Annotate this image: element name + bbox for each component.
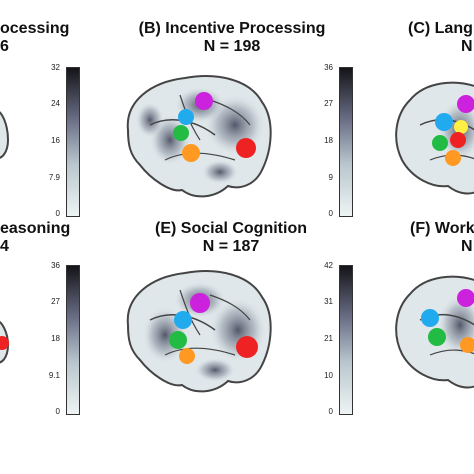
colorbar-b-tick: 18 xyxy=(324,136,333,145)
colorbar-a-tick: 7.9 xyxy=(48,173,60,182)
colorbar-a-tick: 16 xyxy=(51,136,60,145)
panel-b-subtitle: N = 198 xyxy=(203,38,261,55)
panel-e-title: (E) Social Cognition xyxy=(155,220,307,237)
panel-c-title: (C) Lang xyxy=(408,20,473,37)
colorbar-panel-a xyxy=(66,67,80,217)
colorbar-d-tick: 0 xyxy=(55,407,60,416)
colorbar-panel-e xyxy=(339,265,353,415)
colorbar-panel-d xyxy=(66,265,80,415)
brain-panel-e xyxy=(126,270,272,393)
panel-a-title: ocessing xyxy=(0,20,70,37)
colorbar-d-tick: 27 xyxy=(51,297,60,306)
brain-panel-b xyxy=(126,75,272,198)
brain-panel-c xyxy=(395,81,474,195)
colorbar-d-tick: 9.1 xyxy=(48,371,60,380)
colorbar-b-tick: 0 xyxy=(328,209,333,218)
colorbar-e-tick: 10 xyxy=(324,371,333,380)
panel-f-subtitle: N xyxy=(461,238,473,255)
brain-panel-d xyxy=(0,321,10,364)
colorbar-a-tick: 24 xyxy=(51,99,60,108)
colorbar-b-tick: 9 xyxy=(328,173,333,182)
panel-b-title: (B) Incentive Processing xyxy=(138,20,326,37)
brain-panel-a xyxy=(0,111,10,159)
colorbar-d-tick: 36 xyxy=(51,261,60,270)
brain-panel-f xyxy=(395,275,474,389)
colorbar-a-tick: 0 xyxy=(55,209,60,218)
panel-d-subtitle: 4 xyxy=(0,238,9,255)
colorbar-e-tick: 0 xyxy=(328,407,333,416)
colorbar-b-tick: 27 xyxy=(324,99,333,108)
colorbar-e-tick: 31 xyxy=(324,297,333,306)
panel-c-subtitle: N xyxy=(461,38,473,55)
panel-d-title: easoning xyxy=(0,220,71,237)
panel-e-subtitle: N = 187 xyxy=(202,238,260,255)
panel-f-title: (F) Work xyxy=(410,220,474,237)
colorbar-panel-b xyxy=(339,67,353,217)
colorbar-e-tick: 42 xyxy=(324,261,333,270)
colorbar-a-tick: 32 xyxy=(51,63,60,72)
colorbar-e-tick: 21 xyxy=(324,334,333,343)
colorbar-b-tick: 36 xyxy=(324,63,333,72)
colorbar-d-tick: 18 xyxy=(51,334,60,343)
panel-a-subtitle: 6 xyxy=(0,38,9,55)
